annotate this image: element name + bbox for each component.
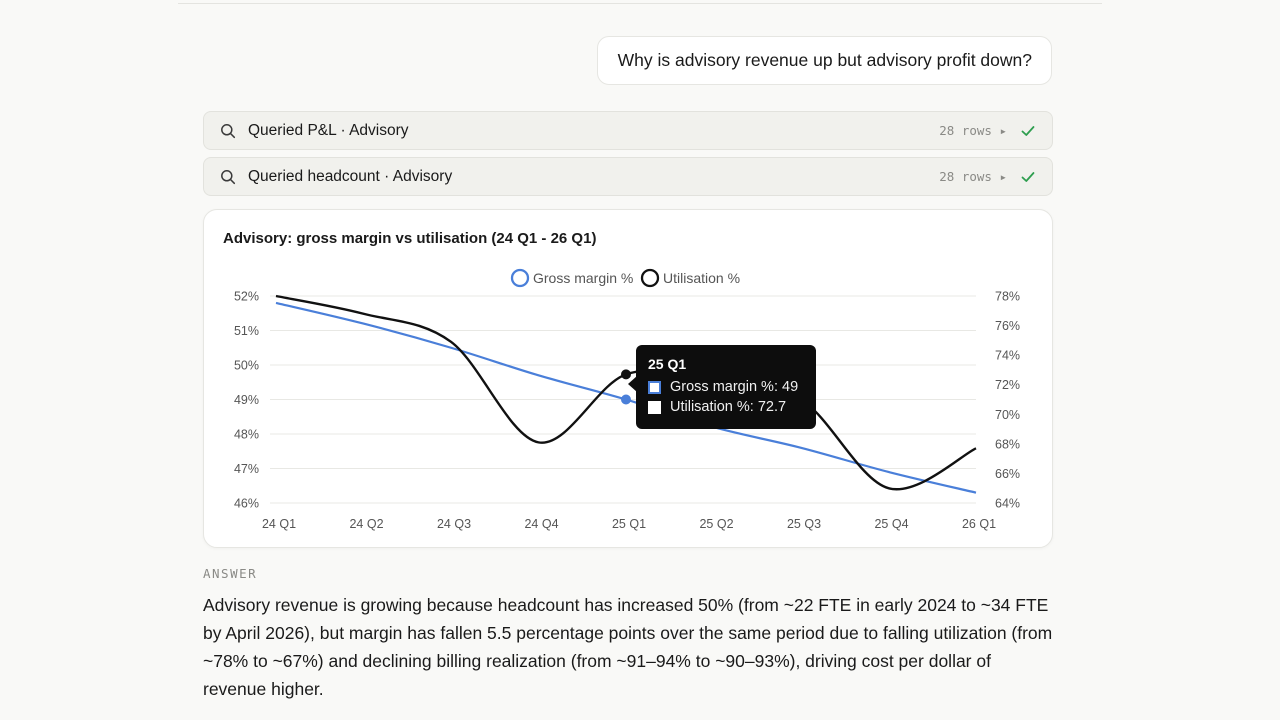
- series-line-utilisation: [275, 294, 977, 491]
- chart-title: Advisory: gross margin vs utilisation (2…: [223, 230, 597, 247]
- answer-label: ANSWER: [203, 566, 258, 581]
- legend-label: Gross margin %: [533, 270, 633, 286]
- legend-marker: [640, 268, 660, 288]
- x-tick-label: 25 Q3: [787, 517, 821, 531]
- chart-tooltip: 25 Q1 Gross margin %: 49 Utilisation %: …: [636, 345, 816, 429]
- tool-call-headcount-advisory[interactable]: Queried headcount · Advisory 28 rows ▸: [203, 157, 1053, 196]
- tool-call-label: Queried headcount · Advisory: [248, 167, 453, 185]
- search-icon: [221, 169, 236, 184]
- y-left-tick-label: 49%: [234, 393, 259, 407]
- tooltip-row-margin: Gross margin %: 49: [648, 379, 798, 395]
- tooltip-row-utilisation: Utilisation %: 72.7: [648, 399, 786, 415]
- tool-call-label: Queried P&L · Advisory: [248, 121, 409, 139]
- y-left-tick-label: 48%: [234, 428, 259, 442]
- tooltip-row-margin-text: Gross margin %: 49: [670, 379, 799, 395]
- x-tick-label: 25 Q2: [699, 517, 733, 531]
- legend-marker: [510, 268, 530, 288]
- user-message-bubble: Why is advisory revenue up but advisory …: [596, 36, 1052, 85]
- tooltip-swatch-utilisation: [648, 400, 661, 414]
- y-left-tick-label: 47%: [234, 462, 259, 476]
- chart-card: Advisory: gross margin vs utilisation (2…: [203, 209, 1053, 548]
- y-right-tick-label: 70%: [995, 408, 1020, 422]
- chart-svg[interactable]: 52% 51% 50% 49% 48% 47% 46% 78% 76% 74% 72% 70% 68% 6…: [204, 210, 1054, 549]
- y-right-tick-label: 66%: [995, 467, 1020, 481]
- tooltip-swatch-margin: [648, 380, 661, 394]
- x-tick-label: 24 Q2: [349, 517, 383, 531]
- check-icon: [1021, 171, 1035, 182]
- tooltip-title: 25 Q1: [648, 356, 687, 372]
- y-right-tick-label: 64%: [995, 497, 1020, 511]
- rows-count-toggle[interactable]: 28 rows ▸: [939, 169, 1007, 184]
- x-tick-label: 24 Q3: [437, 517, 471, 531]
- answer-text: Advisory revenue is growing because head…: [203, 595, 1053, 699]
- top-divider: [178, 3, 1102, 4]
- x-tick-label: 26 Q1: [962, 517, 996, 531]
- rows-count-toggle[interactable]: 28 rows ▸: [939, 123, 1007, 138]
- y-right-tick-label: 76%: [995, 319, 1020, 333]
- legend-label: Utilisation %: [663, 270, 740, 286]
- tooltip-arrow: [628, 376, 637, 392]
- y-right-tick-label: 74%: [995, 349, 1020, 363]
- y-left-tick-label: 52%: [234, 290, 259, 304]
- y-right-tick-label: 78%: [995, 290, 1020, 304]
- y-right-tick-label: 72%: [995, 378, 1020, 392]
- check-icon: [1021, 125, 1035, 136]
- y-left-tick-label: 50%: [234, 359, 259, 373]
- search-icon: [221, 123, 236, 138]
- y-right-tick-label: 68%: [995, 437, 1020, 451]
- tooltip-row-utilisation-text: Utilisation %: 72.7: [670, 399, 787, 415]
- tool-call-pl-advisory[interactable]: Queried P&L · Advisory 28 rows ▸: [203, 111, 1053, 150]
- x-tick-label: 25 Q1: [612, 517, 646, 531]
- x-tick-label: 24 Q1: [262, 517, 296, 531]
- x-tick-label: 24 Q4: [524, 517, 558, 531]
- y-left-tick-label: 51%: [234, 324, 259, 338]
- x-tick-label: 25 Q4: [874, 517, 908, 531]
- hover-point-gross-margin: [621, 394, 631, 405]
- y-left-tick-label: 46%: [234, 497, 259, 511]
